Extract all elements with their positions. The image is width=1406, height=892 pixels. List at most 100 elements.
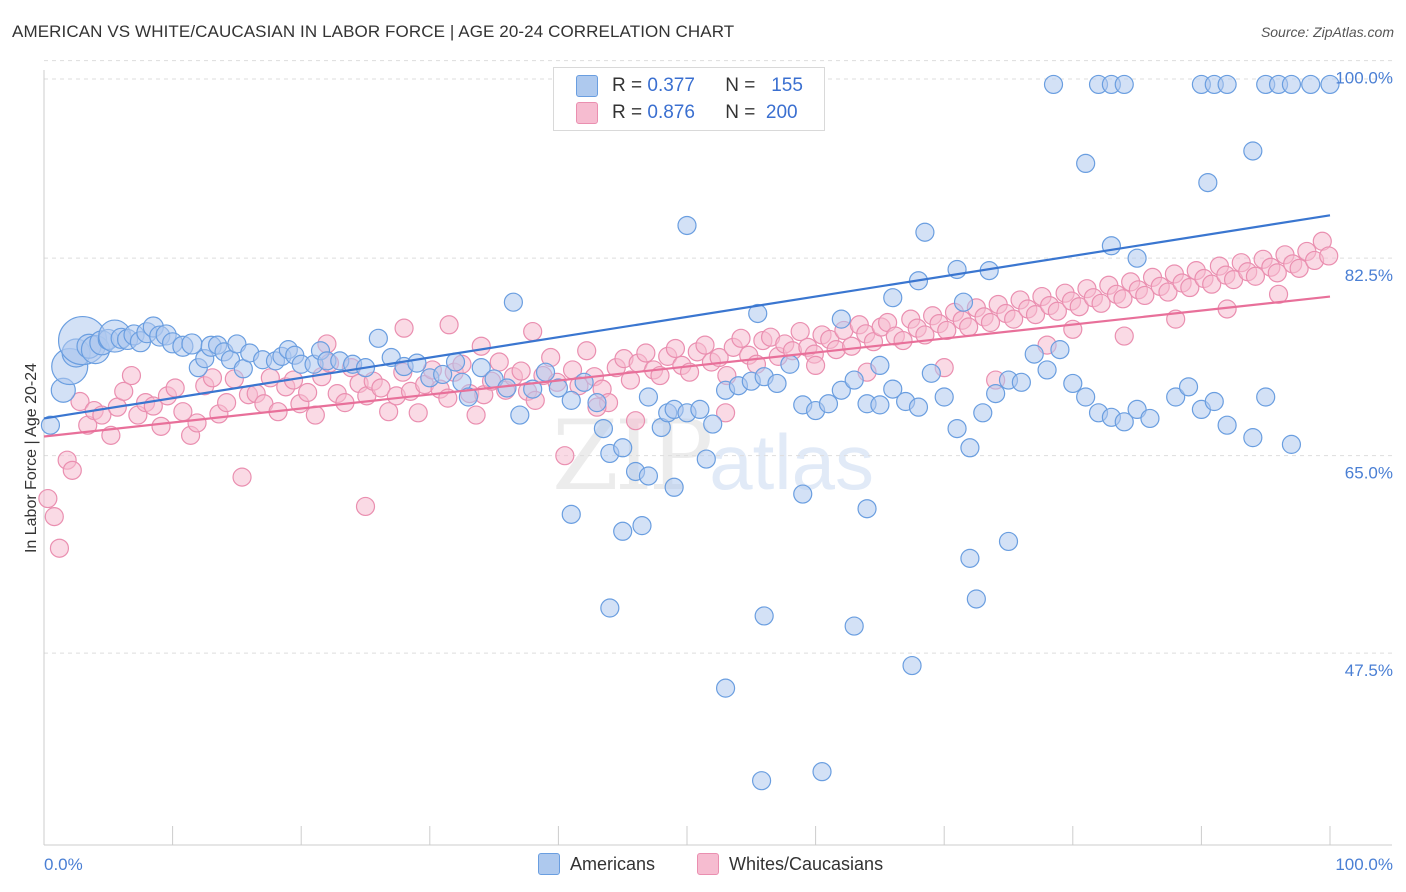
whites-point	[439, 315, 459, 335]
americans-point	[883, 288, 903, 308]
americans-point	[503, 292, 523, 312]
legend-item-whites[interactable]: Whites/Caucasians	[697, 851, 883, 877]
whites-point	[937, 320, 957, 341]
americans-point	[844, 616, 864, 636]
americans-point	[1127, 248, 1147, 268]
americans-point	[445, 352, 466, 372]
americans-point	[561, 390, 581, 410]
americans-point	[953, 292, 974, 312]
legend-item-americans[interactable]: Americans	[538, 851, 655, 877]
americans-point	[1114, 412, 1134, 432]
americans-point	[703, 414, 723, 434]
n-value: 155	[771, 75, 803, 96]
americans-point	[793, 484, 813, 504]
americans-point	[857, 499, 877, 519]
americans-point	[1140, 408, 1160, 429]
whites-point	[1267, 263, 1287, 283]
americans-point	[1301, 74, 1321, 95]
americans-point	[40, 415, 61, 435]
americans-point	[471, 358, 491, 378]
americans-point	[767, 373, 787, 394]
americans-point	[947, 418, 967, 439]
whites-points-layer	[38, 231, 1339, 558]
americans-point	[497, 378, 517, 398]
whites-point	[1319, 246, 1339, 266]
americans-legend-swatch	[538, 853, 560, 875]
whites-point	[842, 336, 862, 356]
americans-point	[998, 531, 1019, 552]
americans-point	[561, 504, 581, 524]
americans-point	[1043, 74, 1064, 95]
americans-point	[1063, 373, 1083, 394]
whites-point	[394, 318, 414, 338]
whites-point	[695, 335, 715, 355]
whites-point	[298, 382, 318, 403]
americans-point	[870, 395, 890, 415]
americans-point	[632, 516, 652, 536]
americans-point	[986, 384, 1006, 404]
whites-point	[187, 413, 207, 433]
whites-point	[471, 336, 491, 356]
americans-point	[831, 309, 851, 329]
whites-point	[44, 507, 64, 527]
whites-point	[151, 416, 171, 436]
whites-point	[1114, 326, 1134, 346]
americans-point	[407, 353, 427, 373]
n-label: N =	[725, 102, 756, 123]
y-tick-label: 47.5%	[1345, 661, 1393, 680]
americans-point	[748, 303, 768, 324]
americans-point	[1076, 153, 1096, 174]
americans-point	[1243, 141, 1263, 161]
whites-point	[70, 391, 90, 412]
n-label: N =	[725, 75, 756, 96]
whites-point	[49, 538, 70, 558]
americans-trend-line	[43, 214, 1331, 420]
americans-point	[902, 655, 922, 676]
whites-point	[1268, 284, 1289, 304]
americans-points-layer	[40, 74, 1340, 791]
americans-legend-label: Americans	[570, 853, 656, 874]
americans-point	[960, 438, 980, 458]
americans-point	[548, 378, 569, 398]
whites-point	[1047, 301, 1067, 321]
whites-point	[466, 405, 486, 425]
americans-point	[818, 394, 839, 414]
americans-point	[638, 387, 659, 407]
whites-point	[232, 467, 252, 487]
americans-point	[844, 370, 864, 390]
americans-point	[1178, 377, 1199, 397]
whites-point	[202, 368, 223, 388]
americans-point	[368, 328, 388, 348]
whites-point	[1158, 282, 1178, 302]
whites-point	[1180, 277, 1200, 298]
americans-point	[1101, 236, 1121, 256]
americans-point	[181, 333, 203, 355]
y-axis-label: In Labor Force | Age 20-24	[23, 363, 40, 553]
americans-point	[1198, 172, 1218, 193]
whites-point	[980, 312, 1001, 333]
whites-point	[408, 403, 428, 423]
whites-point	[790, 321, 810, 342]
stats-legend-row-whites: R = 0.876 N = 200	[576, 100, 798, 126]
tick-labels-layer: 100.0% 82.5% 65.0% 47.5% 0.0% 100.0% In Labor …	[23, 69, 1393, 874]
whites-point	[38, 488, 58, 509]
whites-point	[893, 330, 913, 351]
americans-swatch	[576, 75, 598, 97]
americans-point	[433, 364, 453, 385]
whites-point	[577, 341, 597, 361]
whites-point	[805, 355, 826, 376]
whites-point	[1245, 266, 1266, 286]
whites-point	[114, 381, 134, 401]
americans-point	[1256, 387, 1276, 407]
whites-point	[620, 370, 641, 390]
americans-point	[600, 598, 620, 618]
whites-point	[217, 393, 237, 413]
americans-point	[780, 354, 800, 374]
whites-point	[1091, 293, 1111, 313]
americans-point	[934, 387, 954, 407]
whites-point	[523, 321, 543, 342]
whites-legend-swatch	[697, 853, 719, 875]
americans-point	[908, 397, 929, 417]
whites-point	[165, 378, 185, 398]
